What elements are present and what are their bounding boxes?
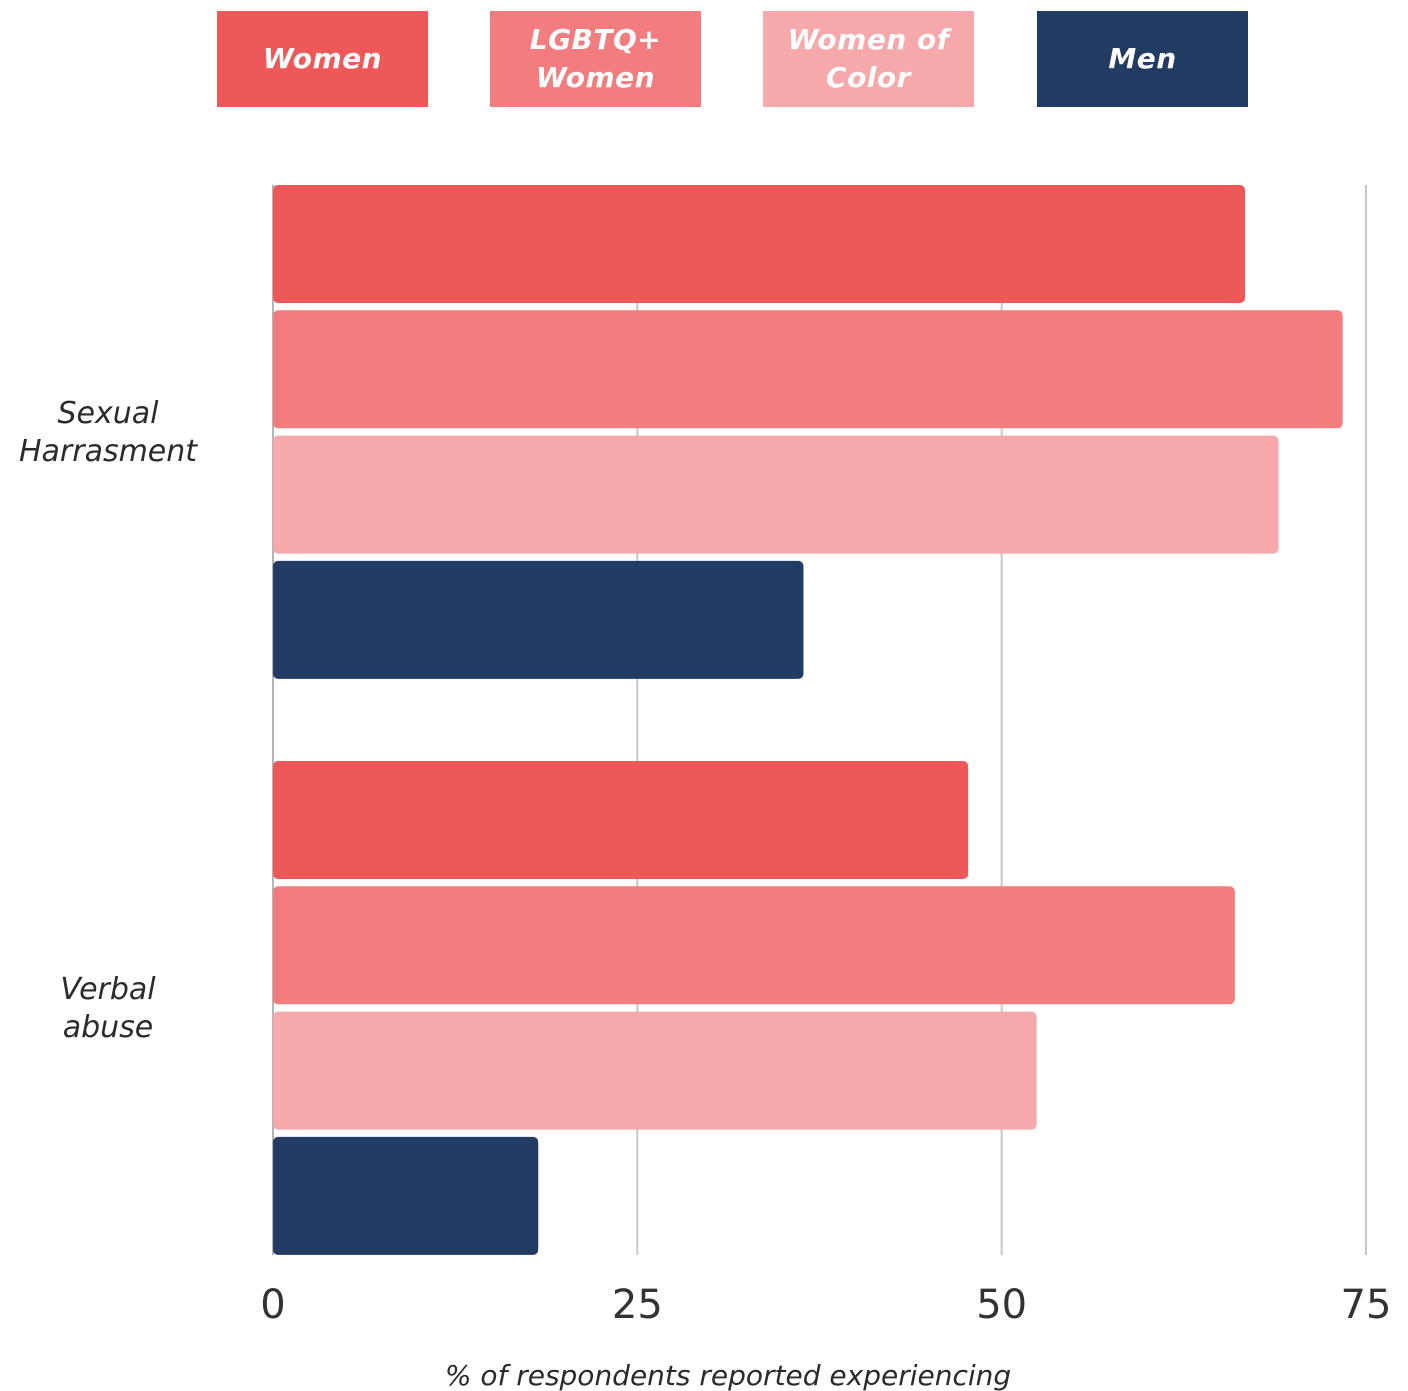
x-tick-label-25: 25 — [612, 1282, 663, 1328]
bar-0-2 — [273, 435, 1279, 554]
bar-1-3 — [273, 1136, 539, 1255]
legend-item-lgbtq-women: LGBTQ+ Women — [490, 11, 701, 107]
category-label-0: Sexual Harrasment — [19, 396, 198, 469]
bar-0-1 — [273, 310, 1343, 429]
x-tick-label-0: 0 — [260, 1282, 285, 1328]
x-tick-label-75: 75 — [1341, 1282, 1392, 1328]
bar-1-1 — [273, 886, 1235, 1005]
bar-0-3 — [273, 560, 804, 679]
bar-1-0 — [273, 761, 969, 879]
legend-item-women-of-color: Women of Color — [763, 11, 974, 107]
bar-0-0 — [273, 185, 1246, 303]
legend: Women LGBTQ+ Women Women of Color Men — [0, 11, 1408, 107]
x-tick-label-50: 50 — [976, 1282, 1027, 1328]
x-axis-title: % of respondents reported experiencing — [445, 1359, 1011, 1391]
bar-1-2 — [273, 1011, 1037, 1130]
category-label-1: Verbal abuse — [60, 972, 156, 1045]
legend-item-men: Men — [1037, 11, 1248, 107]
legend-item-women: Women — [217, 11, 428, 107]
